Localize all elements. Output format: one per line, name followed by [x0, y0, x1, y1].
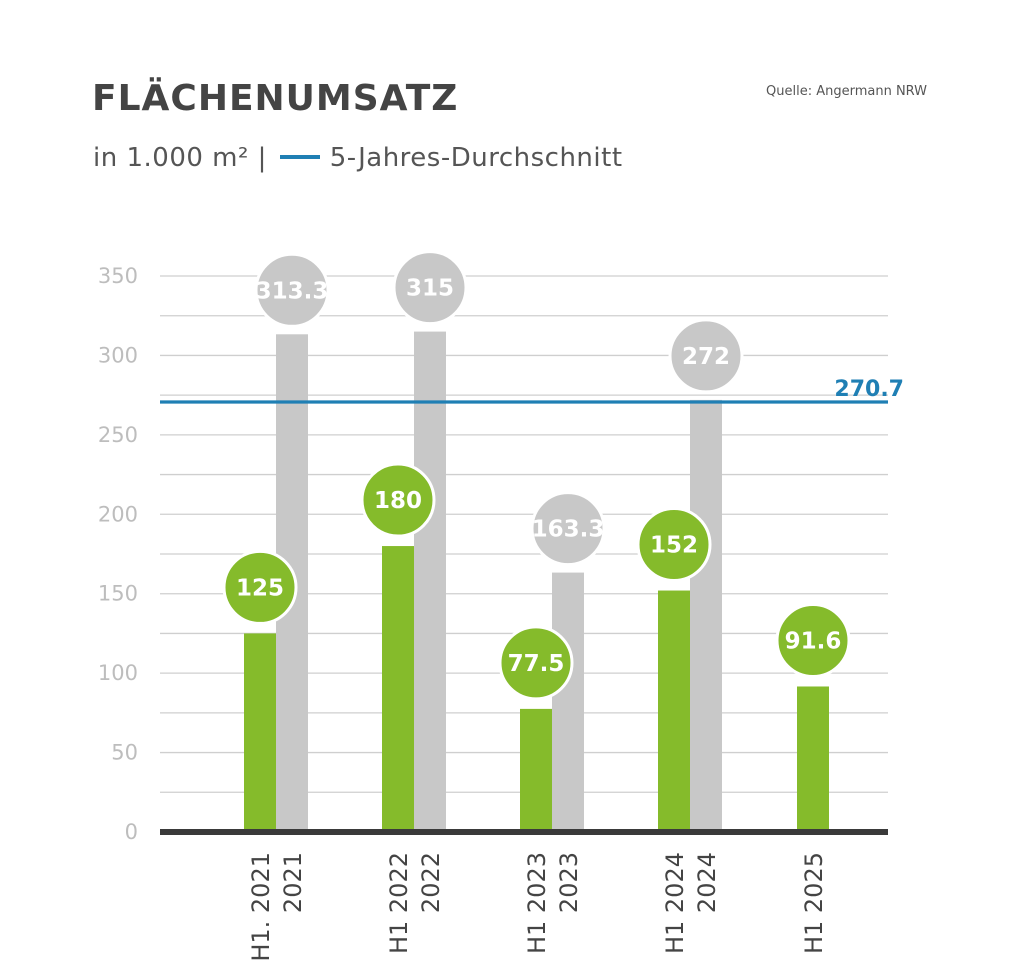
x-label-half-year: H1 2024 — [661, 852, 689, 954]
x-label-half-year: H1. 2021 — [247, 852, 275, 962]
green-bar — [244, 633, 276, 832]
y-tick-label: 0 — [125, 820, 138, 844]
y-tick-label: 100 — [98, 661, 138, 685]
gray-value-bubble — [254, 252, 330, 328]
green-value-bubble — [222, 549, 298, 625]
green-value-bubble — [775, 602, 851, 678]
green-value-label: 125 — [236, 575, 284, 601]
y-tick-label: 150 — [98, 582, 138, 606]
gray-bar — [414, 331, 446, 832]
average-legend-swatch — [279, 154, 320, 159]
green-bar — [520, 708, 552, 832]
x-label-year: 2021 — [279, 852, 307, 913]
unit-text: in 1.000 m² | — [93, 143, 267, 173]
y-tick-label: 350 — [98, 264, 138, 288]
green-value-bubble — [636, 507, 712, 583]
green-bar — [658, 590, 690, 832]
gray-value-label: 315 — [406, 276, 454, 302]
chart-subtitle: in 1.000 m² | 5-Jahres-Durchschnitt — [93, 143, 623, 173]
gray-value-label: 313.3 — [256, 278, 329, 304]
green-value-bubble — [498, 625, 574, 701]
gray-value-label: 272 — [682, 344, 730, 370]
y-tick-label: 250 — [98, 423, 138, 447]
y-tick-label: 300 — [98, 343, 138, 367]
x-label-year: 2022 — [417, 852, 445, 913]
x-label-half-year: H1 2025 — [800, 852, 828, 954]
source-note: Quelle: Angermann NRW — [766, 84, 928, 99]
green-value-label: 77.5 — [508, 651, 565, 677]
x-label-year: 2023 — [555, 852, 583, 913]
gray-value-bubble — [530, 491, 606, 567]
gray-bar — [690, 399, 722, 832]
x-label-year: 2024 — [693, 852, 721, 913]
gray-value-bubble — [392, 250, 468, 326]
gray-value-bubble — [668, 318, 744, 394]
green-value-label: 180 — [374, 488, 422, 514]
x-label-half-year: H1 2023 — [523, 852, 551, 954]
y-tick-label: 50 — [111, 741, 138, 765]
green-value-bubble — [360, 462, 436, 538]
green-bar — [797, 686, 829, 832]
green-bar — [382, 546, 414, 832]
average-value-label: 270.7 — [834, 377, 904, 402]
green-value-label: 152 — [650, 533, 698, 559]
chart-title: FLÄCHENUMSATZ — [92, 78, 459, 119]
gray-bar — [552, 572, 584, 832]
x-label-half-year: H1 2022 — [385, 852, 413, 954]
green-value-label: 91.6 — [785, 628, 842, 654]
average-legend-label: 5-Jahres-Durchschnitt — [329, 143, 623, 173]
gray-value-label: 163.3 — [532, 517, 605, 543]
y-tick-label: 200 — [98, 502, 138, 526]
